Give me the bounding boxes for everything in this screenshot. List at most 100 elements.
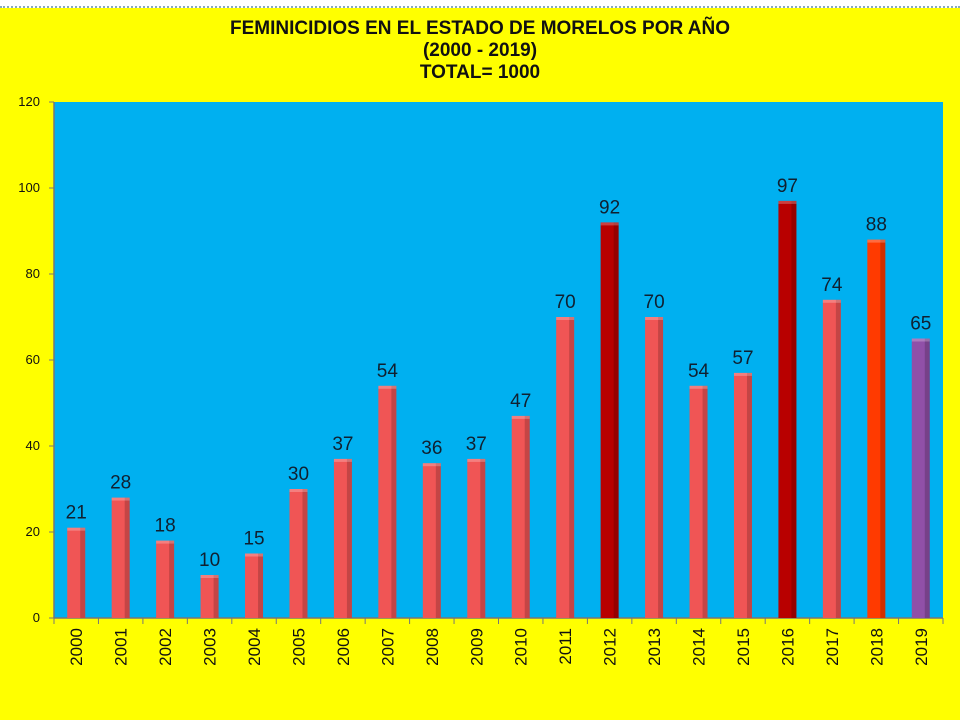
bar-cap xyxy=(733,372,752,376)
bar xyxy=(778,200,797,618)
x-tick-label: 2004 xyxy=(245,628,264,666)
data-label: 28 xyxy=(110,473,131,494)
chart-total: TOTAL= 1000 xyxy=(419,62,541,83)
bar-cap xyxy=(422,463,441,467)
data-label: 36 xyxy=(421,438,442,459)
bar xyxy=(156,540,175,618)
x-tick-label: 2002 xyxy=(156,628,175,666)
bar xyxy=(333,458,352,618)
bar-shade xyxy=(124,497,130,618)
bar-shade xyxy=(169,540,175,618)
x-tick-label: 2013 xyxy=(645,628,664,666)
bar-cap xyxy=(645,317,664,320)
bar-shade xyxy=(480,458,486,618)
data-label: 74 xyxy=(821,275,843,296)
data-label: 70 xyxy=(644,292,665,313)
bar-cap xyxy=(467,458,486,462)
bar-shade xyxy=(702,385,708,618)
data-label: 57 xyxy=(732,348,753,369)
bar-shade xyxy=(924,338,930,618)
bar-shade xyxy=(435,463,441,618)
data-label: 65 xyxy=(910,314,931,335)
bar-cap xyxy=(289,489,308,492)
x-tick-label: 2011 xyxy=(556,628,575,665)
data-label: 47 xyxy=(510,391,531,412)
bar-shade xyxy=(791,200,797,618)
data-label: 21 xyxy=(66,503,87,524)
bar xyxy=(67,527,86,618)
bar-cap xyxy=(778,200,797,204)
bar xyxy=(378,385,397,618)
x-tick-label: 2019 xyxy=(912,628,931,666)
data-label: 18 xyxy=(155,516,176,537)
bar-shade xyxy=(302,489,308,618)
x-tick-label: 2000 xyxy=(67,628,86,666)
y-tick-label: 0 xyxy=(33,610,40,625)
bar-shade xyxy=(746,372,752,618)
bar xyxy=(467,458,486,618)
bar xyxy=(867,239,886,618)
bar xyxy=(822,299,841,618)
x-tick-label: 2018 xyxy=(867,628,886,666)
data-label: 54 xyxy=(377,361,399,382)
data-label: 10 xyxy=(199,550,220,571)
chart-title: FEMINICIDIOS EN EL ESTADO DE MORELOS POR… xyxy=(229,18,731,39)
bar-cap xyxy=(600,222,619,226)
bar-shade xyxy=(213,575,219,618)
x-tick-label: 2003 xyxy=(201,628,220,666)
bar-shade xyxy=(391,385,397,618)
data-label: 92 xyxy=(599,197,620,218)
bar-cap xyxy=(156,540,175,544)
x-tick-label: 2007 xyxy=(378,628,397,666)
bar-cap xyxy=(511,415,530,419)
bar xyxy=(245,553,264,618)
chart-subtitle: (2000 - 2019) xyxy=(422,40,538,61)
bar-shade xyxy=(835,299,841,618)
x-tick-label: 2001 xyxy=(112,628,131,666)
bar-cap xyxy=(911,338,930,342)
bar-cap xyxy=(67,527,86,531)
bar-shade xyxy=(524,415,530,618)
bar-cap xyxy=(333,458,352,462)
data-label: 54 xyxy=(688,361,710,382)
data-label: 97 xyxy=(777,176,798,197)
bar-cap xyxy=(378,385,397,389)
x-tick-label: 2014 xyxy=(690,628,709,666)
plot-area xyxy=(54,102,943,618)
data-label: 70 xyxy=(555,292,576,313)
bar-cap xyxy=(689,385,708,389)
bar-cap xyxy=(822,299,841,303)
data-label: 37 xyxy=(332,434,353,455)
x-tick-label: 2009 xyxy=(467,628,486,666)
bar xyxy=(200,575,219,618)
bar-cap xyxy=(245,553,264,557)
x-tick-label: 2006 xyxy=(334,628,353,666)
data-label: 30 xyxy=(288,464,309,485)
data-label: 88 xyxy=(866,215,887,236)
y-tick-label: 100 xyxy=(18,180,40,195)
x-tick-label: 2010 xyxy=(512,628,531,666)
bar-shade xyxy=(346,458,352,618)
bar xyxy=(289,489,308,618)
bar xyxy=(689,385,708,618)
bar xyxy=(556,317,575,618)
bar-shade xyxy=(80,527,86,618)
y-tick-label: 40 xyxy=(26,438,40,453)
bar-shade xyxy=(658,317,664,618)
x-tick-label: 2008 xyxy=(423,628,442,666)
data-label: 37 xyxy=(466,434,487,455)
chart-title-block: FEMINICIDIOS EN EL ESTADO DE MORELOS POR… xyxy=(0,18,960,84)
bar xyxy=(111,497,130,618)
x-tick-label: 2005 xyxy=(289,628,308,666)
bar-cap xyxy=(867,239,886,243)
bar xyxy=(645,317,664,618)
x-tick-label: 2017 xyxy=(823,628,842,666)
bar-cap xyxy=(556,317,575,320)
bar xyxy=(600,222,619,618)
bar-cap xyxy=(200,575,219,578)
bar-shade xyxy=(613,222,619,618)
bar xyxy=(422,463,441,618)
data-label: 15 xyxy=(243,529,264,550)
y-tick-label: 60 xyxy=(26,352,40,367)
